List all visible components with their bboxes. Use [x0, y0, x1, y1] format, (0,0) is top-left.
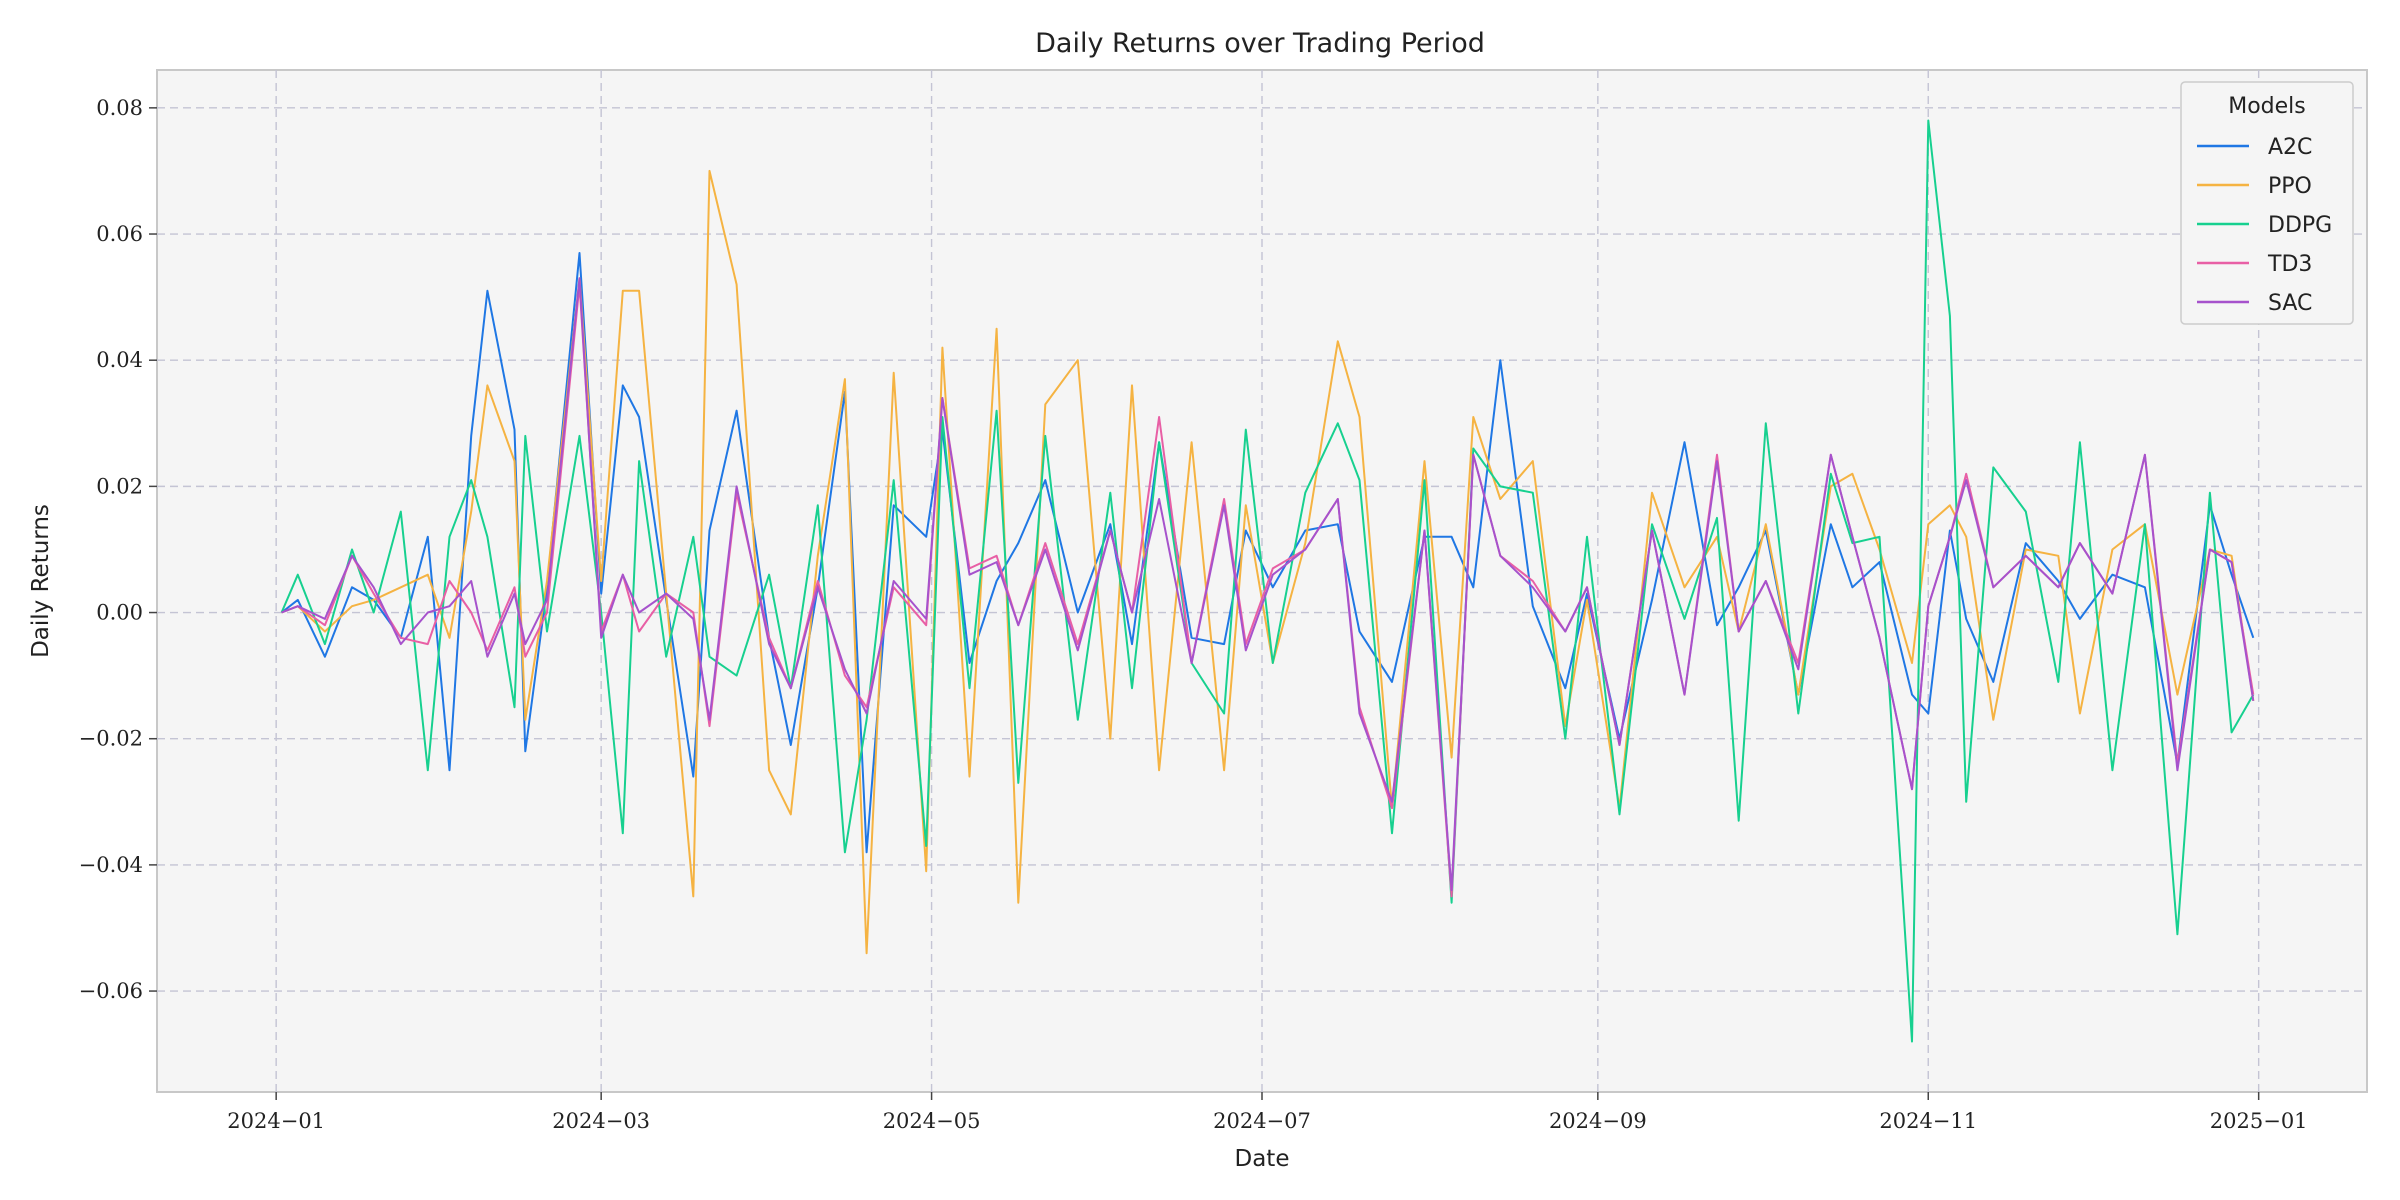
y-tick-label: 0.02	[96, 474, 143, 498]
x-axis-label: Date	[1235, 1146, 1290, 1172]
y-tick-label: 0.06	[96, 222, 143, 246]
y-axis-ticks: −0.06 −0.04 −0.02 0.00 0.02 0.04 0.06 0.08	[79, 96, 157, 1003]
chart-title: Daily Returns over Trading Period	[1035, 28, 1485, 59]
y-tick-label: −0.06	[79, 979, 143, 1003]
legend: Models A2C PPO DDPG TD3 SAC	[2180, 81, 2354, 325]
legend-label-ddpg: DDPG	[2268, 213, 2332, 238]
legend-label-a2c: A2C	[2268, 135, 2312, 160]
series-line-sac	[281, 277, 2255, 892]
y-tick-label: −0.04	[79, 853, 143, 877]
y-tick-label: 0.00	[96, 601, 143, 625]
series-lines	[280, 119, 2255, 1043]
legend-label-sac: SAC	[2268, 291, 2312, 316]
x-tick-label: 2025−01	[2210, 1109, 2308, 1133]
y-axis-label: Daily Returns	[28, 504, 54, 658]
y-tick-label: 0.04	[96, 348, 143, 372]
x-tick-label: 2024−05	[883, 1109, 981, 1133]
y-tick-label: −0.02	[79, 727, 143, 751]
x-tick-label: 2024−01	[227, 1109, 325, 1133]
x-tick-label: 2024−09	[1549, 1109, 1647, 1133]
legend-label-td3: TD3	[2267, 252, 2312, 277]
x-gridlines	[275, 70, 2260, 1092]
legend-title: Models	[2228, 94, 2306, 119]
y-tick-label: 0.08	[96, 96, 143, 120]
legend-label-ppo: PPO	[2268, 174, 2312, 199]
x-tick-label: 2024−11	[1879, 1109, 1977, 1133]
series-line-ddpg	[280, 119, 2255, 1043]
x-axis-ticks: 2024−01 2024−03 2024−05 2024−07 2024−09 2024−…	[227, 1092, 2308, 1133]
x-tick-label: 2024−03	[552, 1109, 650, 1133]
x-tick-label: 2024−07	[1213, 1109, 1311, 1133]
